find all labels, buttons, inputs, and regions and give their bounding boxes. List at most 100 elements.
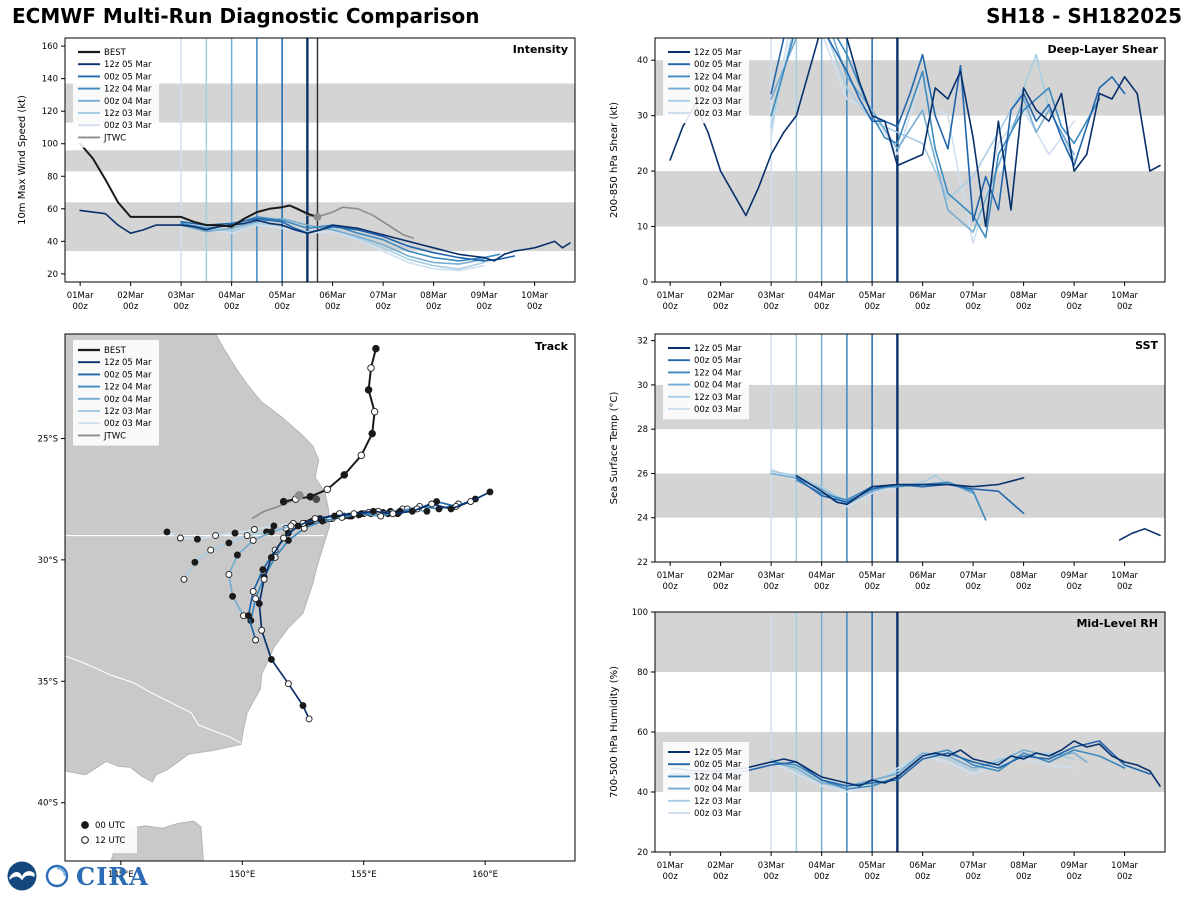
current-position-dot bbox=[312, 495, 321, 503]
x-tick-label: 00z bbox=[763, 302, 779, 312]
x-tick-label: 160°E bbox=[472, 870, 498, 880]
y-tick-label: 26 bbox=[637, 469, 648, 479]
y-tick-label: 80 bbox=[47, 172, 58, 182]
position-dot-12utc bbox=[249, 587, 257, 595]
utc-legend-label: 12 UTC bbox=[95, 836, 125, 846]
legend-label: 00z 05 Mar bbox=[694, 60, 742, 70]
x-tick-label: 00z bbox=[426, 302, 442, 312]
position-dot-00utc bbox=[229, 592, 237, 600]
position-dot-12utc bbox=[176, 534, 184, 542]
legend-label: 00z 04 Mar bbox=[694, 785, 742, 795]
legend-label: 00z 04 Mar bbox=[104, 395, 152, 405]
series-00z-05-mar bbox=[180, 217, 516, 262]
x-tick-label: 03Mar bbox=[758, 571, 785, 581]
y-tick-label: 120 bbox=[42, 107, 58, 117]
x-tick-label: 05Mar bbox=[859, 861, 886, 871]
x-tick-label: 10Mar bbox=[521, 291, 548, 301]
position-dot-00utc bbox=[193, 535, 201, 543]
legend-label: BEST bbox=[104, 346, 127, 356]
x-tick-label: 00z bbox=[527, 302, 543, 312]
x-tick-label: 00z bbox=[173, 302, 189, 312]
shade-band bbox=[655, 612, 1165, 672]
shade-band bbox=[65, 150, 575, 172]
position-dot-12utc bbox=[250, 526, 258, 533]
series-00z-03-mar bbox=[770, 38, 1075, 244]
position-dot-00utc bbox=[225, 539, 233, 547]
position-dot-00utc bbox=[331, 512, 339, 520]
legend-label: 12z 03 Mar bbox=[104, 109, 152, 119]
y-tick-label: 30°S bbox=[38, 556, 58, 566]
legend-label: 12z 04 Mar bbox=[694, 72, 742, 82]
position-dot-00utc bbox=[340, 471, 349, 479]
legend-label: 00z 05 Mar bbox=[104, 370, 152, 380]
y-tick-label: 10 bbox=[637, 223, 648, 233]
x-tick-label: 10Mar bbox=[1111, 571, 1138, 581]
y-tick-label: 40°S bbox=[38, 799, 58, 809]
legend-label: 00z 05 Mar bbox=[694, 760, 742, 770]
legend-label: BEST bbox=[104, 48, 127, 58]
x-tick-label: 00z bbox=[73, 302, 89, 312]
x-tick-label: 01Mar bbox=[67, 291, 94, 301]
x-tick-label: 00z bbox=[965, 872, 981, 882]
y-tick-label: 40 bbox=[637, 788, 648, 798]
legend-label: 12z 05 Mar bbox=[694, 48, 742, 58]
page-title: ECMWF Multi-Run Diagnostic Comparison bbox=[12, 4, 480, 28]
legend-label: 12z 05 Mar bbox=[694, 344, 742, 354]
y-tick-label: 20 bbox=[637, 167, 648, 177]
x-tick-label: 06Mar bbox=[909, 291, 936, 301]
x-tick-label: 09Mar bbox=[1061, 861, 1088, 871]
series-12z-05-mar bbox=[795, 474, 1025, 506]
legend-label: 00z 03 Mar bbox=[104, 419, 152, 429]
position-dot-12utc bbox=[243, 532, 251, 540]
position-dot-12utc bbox=[258, 626, 266, 634]
legend-label: 00z 03 Mar bbox=[694, 109, 742, 119]
legend-box bbox=[663, 338, 749, 420]
x-tick-label: 00z bbox=[864, 302, 880, 312]
plot-frame bbox=[654, 333, 1166, 563]
position-dot-00utc bbox=[364, 386, 373, 394]
position-dot-00utc bbox=[294, 522, 302, 530]
y-tick-label: 22 bbox=[637, 558, 648, 568]
x-tick-label: 04Mar bbox=[808, 861, 835, 871]
x-tick-label: 00z bbox=[763, 872, 779, 882]
x-tick-label: 02Mar bbox=[707, 861, 734, 871]
x-tick-label: 00z bbox=[763, 582, 779, 592]
legend-label: 00z 04 Mar bbox=[104, 97, 152, 107]
x-tick-label: 03Mar bbox=[758, 291, 785, 301]
position-dot-00utc bbox=[267, 553, 275, 561]
x-tick-label: 06Mar bbox=[909, 571, 936, 581]
position-dot-12utc bbox=[207, 546, 215, 554]
legend-label: 12z 04 Mar bbox=[104, 383, 152, 393]
panel-title: Track bbox=[535, 340, 569, 353]
legend-dot-open bbox=[81, 836, 89, 844]
position-dot-00utc bbox=[299, 702, 307, 710]
deep-layer-shear-chart: 01020304001Mar00z02Mar00z03Mar00z04Mar00… bbox=[609, 37, 1166, 312]
series-12z-05-mar bbox=[669, 38, 1161, 228]
position-dot-12utc bbox=[284, 680, 292, 688]
x-tick-label: 00z bbox=[713, 872, 729, 882]
x-tick-label: 00z bbox=[224, 302, 240, 312]
y-tick-label: 30 bbox=[637, 381, 648, 391]
track-12z-05-mar bbox=[258, 491, 491, 720]
panel-title: SST bbox=[1135, 339, 1158, 352]
series-00z-04-mar bbox=[180, 217, 485, 265]
position-dot-00utc bbox=[267, 655, 275, 663]
x-tick-label: 08Mar bbox=[420, 291, 447, 301]
x-tick-label: 09Mar bbox=[1061, 571, 1088, 581]
mid-level-rh-chart: 2040608010001Mar00z02Mar00z03Mar00z04Mar… bbox=[609, 608, 1166, 882]
legend-label: 12z 05 Mar bbox=[694, 748, 742, 758]
x-tick-label: 05Mar bbox=[859, 571, 886, 581]
position-dot-12utc bbox=[428, 500, 436, 508]
position-dot-12utc bbox=[323, 485, 332, 494]
position-dot-12utc bbox=[370, 407, 379, 416]
y-tick-label: 28 bbox=[637, 425, 648, 435]
x-tick-label: 00z bbox=[713, 302, 729, 312]
x-tick-label: 04Mar bbox=[218, 291, 245, 301]
x-tick-label: 04Mar bbox=[808, 291, 835, 301]
position-dot-12utc bbox=[225, 570, 233, 578]
x-tick-label: 00z bbox=[123, 302, 139, 312]
noaa-gull-shape bbox=[9, 871, 35, 881]
panel-title: Intensity bbox=[513, 43, 568, 56]
x-tick-label: 07Mar bbox=[960, 861, 987, 871]
